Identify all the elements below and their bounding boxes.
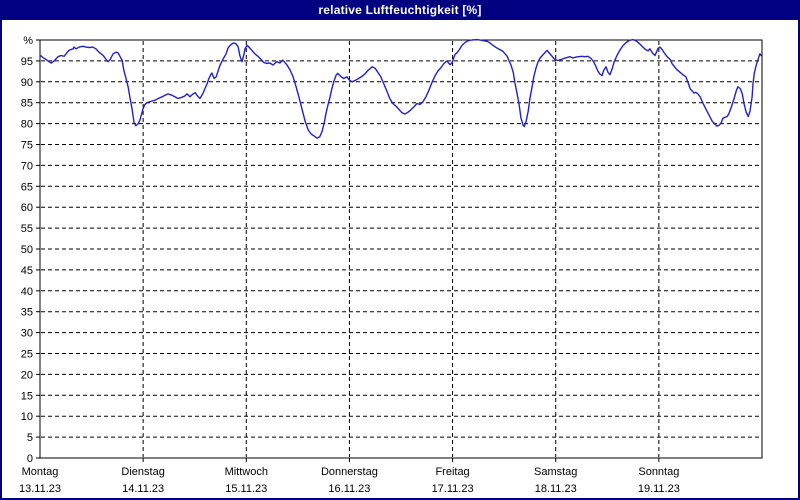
window-title: relative Luftfeuchtigkeit [%] [318,3,482,17]
y-axis-tick-label: 50 [21,244,33,256]
y-axis-tick-label: 90 [21,77,33,89]
x-axis-day-label: Mittwoch [225,466,268,478]
y-axis-tick-label: 5 [27,432,33,444]
x-axis-day-label: Dienstag [121,466,164,478]
x-axis-day-label: Freitag [435,466,469,478]
y-axis-tick-label: 15 [21,390,33,402]
y-axis-tick-label: 20 [21,369,33,381]
y-axis-tick-label: 70 [21,160,33,172]
y-axis-tick-label: 45 [21,265,33,277]
y-axis-tick-label: 40 [21,286,33,298]
y-axis-tick-label: 75 [21,140,33,152]
x-axis-date-label: 13.11.23 [19,483,61,495]
x-axis-day-label: Samstag [534,466,577,478]
y-axis-tick-label: 25 [21,349,33,361]
y-axis-tick-label: 35 [21,307,33,319]
y-axis-tick-label: 80 [21,119,33,131]
y-axis-unit-label: % [23,35,33,47]
x-axis-date-label: 14.11.23 [122,483,164,495]
humidity-series-line [39,38,762,139]
y-axis-tick-label: 85 [21,98,33,110]
y-axis-tick-label: 0 [27,453,33,465]
y-axis-tick-label: 55 [21,223,33,235]
y-axis-tick-label: 65 [21,181,33,193]
y-axis-tick-label: 60 [21,202,33,214]
y-axis-tick-label: 95 [21,56,33,68]
x-axis-day-label: Donnerstag [321,466,378,478]
x-axis-day-label: Sonntag [638,466,679,478]
plot-border [39,39,763,459]
y-axis-tick-label: 10 [21,411,33,423]
x-axis-date-label: 15.11.23 [225,483,267,495]
x-axis-date-label: 17.11.23 [432,483,474,495]
x-axis-date-label: 16.11.23 [328,483,370,495]
x-axis-date-label: 19.11.23 [638,483,680,495]
x-axis-day-label: Montag [22,466,59,478]
window-titlebar[interactable]: relative Luftfeuchtigkeit [%] [0,0,800,20]
y-axis-tick-label: 30 [21,328,33,340]
x-axis-date-label: 18.11.23 [535,483,577,495]
